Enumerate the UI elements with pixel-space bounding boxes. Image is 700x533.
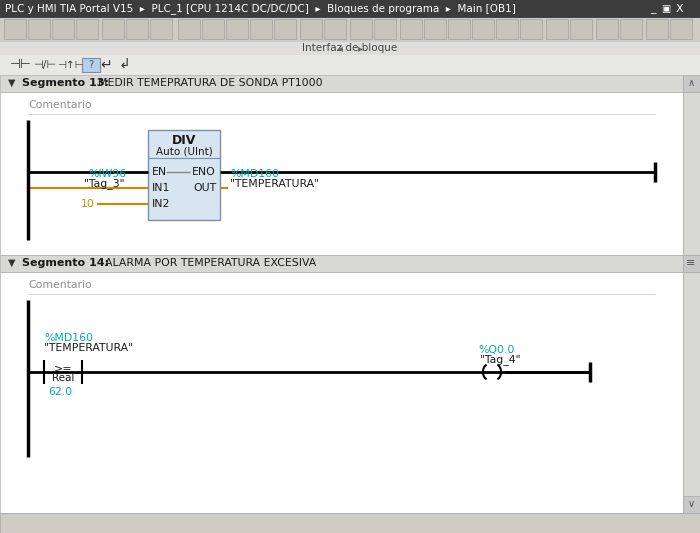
Text: ENO: ENO (193, 167, 216, 177)
Text: IN1: IN1 (152, 183, 170, 193)
Text: ?: ? (88, 60, 94, 70)
Bar (226, 19, 248, 39)
Bar (0, 18, 700, 42)
Bar (0, 55, 700, 75)
Bar (148, 130, 220, 220)
Bar (0, 92, 683, 255)
Text: ALARMA POR TEMPERATURA EXCESIVA: ALARMA POR TEMPERATURA EXCESIVA (105, 258, 316, 268)
Text: "TEMPERATURA": "TEMPERATURA" (230, 179, 319, 189)
Text: IN2: IN2 (152, 199, 170, 209)
Text: Real: Real (52, 373, 74, 383)
Text: OUT: OUT (193, 183, 216, 193)
Text: Comentario: Comentario (28, 280, 92, 290)
Text: "Tag_4": "Tag_4" (480, 354, 521, 366)
Bar (670, 19, 692, 39)
Bar (324, 19, 346, 39)
Bar (76, 19, 98, 39)
Text: ▼: ▼ (8, 78, 15, 88)
Text: ⊣↑⊢: ⊣↑⊢ (57, 60, 84, 70)
Bar (150, 19, 172, 39)
Bar (126, 19, 148, 39)
Bar (82, 58, 100, 72)
Text: Interfaz de bloque: Interfaz de bloque (302, 43, 398, 53)
Bar (350, 19, 372, 39)
Bar (28, 19, 50, 39)
Bar (496, 19, 518, 39)
Bar (683, 272, 700, 513)
Bar (683, 496, 700, 513)
Text: ↵: ↵ (100, 58, 112, 72)
Bar (520, 19, 542, 39)
Text: Segmento 13:: Segmento 13: (22, 78, 109, 88)
Bar (424, 19, 446, 39)
Bar (596, 19, 618, 39)
Text: ⊣⊢: ⊣⊢ (10, 59, 32, 71)
Bar (4, 19, 26, 39)
Text: "TEMPERATURA": "TEMPERATURA" (44, 343, 133, 353)
Bar (683, 255, 700, 272)
Bar (400, 19, 422, 39)
Text: ≡: ≡ (686, 258, 696, 268)
Text: MEDIR TEMEPRATURA DE SONDA PT1000: MEDIR TEMEPRATURA DE SONDA PT1000 (98, 78, 323, 88)
Bar (274, 19, 296, 39)
Bar (178, 19, 200, 39)
Text: Auto (UInt): Auto (UInt) (155, 146, 212, 156)
Text: %MD160: %MD160 (230, 169, 279, 179)
Bar (52, 19, 74, 39)
Text: EN: EN (152, 167, 167, 177)
Bar (546, 19, 568, 39)
Text: "Tag_3": "Tag_3" (84, 179, 125, 189)
Bar (0, 0, 700, 18)
Bar (0, 272, 683, 513)
Text: %Q0.0: %Q0.0 (478, 345, 514, 355)
Text: ⊣/⊢: ⊣/⊢ (33, 60, 56, 70)
Text: ∨: ∨ (687, 499, 694, 509)
Text: >=: >= (54, 363, 72, 373)
Text: ▸: ▸ (358, 43, 363, 53)
Bar (683, 92, 700, 255)
Bar (0, 42, 700, 55)
Bar (683, 75, 700, 92)
Text: %MD160: %MD160 (44, 333, 93, 343)
Bar (300, 19, 322, 39)
Bar (620, 19, 642, 39)
Text: %IW96: %IW96 (88, 169, 126, 179)
Bar (448, 19, 470, 39)
Text: X: X (676, 4, 682, 14)
Bar (0, 513, 700, 533)
Bar (0, 75, 683, 92)
Text: 62.0: 62.0 (48, 387, 72, 397)
Text: ∧: ∧ (687, 78, 694, 88)
Bar (202, 19, 224, 39)
Text: Comentario: Comentario (28, 100, 92, 110)
Text: DIV: DIV (172, 133, 196, 147)
Bar (374, 19, 396, 39)
Bar (570, 19, 592, 39)
Text: PLC y HMI TIA Portal V15  ▸  PLC_1 [CPU 1214C DC/DC/DC]  ▸  Bloques de programa : PLC y HMI TIA Portal V15 ▸ PLC_1 [CPU 12… (5, 4, 516, 14)
Text: ▣: ▣ (662, 4, 671, 14)
Bar (646, 19, 668, 39)
Text: ↲: ↲ (118, 58, 130, 72)
Text: 10: 10 (81, 199, 95, 209)
Text: ◂: ◂ (337, 43, 342, 53)
Text: Segmento 14:: Segmento 14: (22, 258, 109, 268)
Bar (0, 255, 683, 272)
Text: ▼: ▼ (8, 258, 15, 268)
Bar (472, 19, 494, 39)
Bar (102, 19, 124, 39)
Bar (250, 19, 272, 39)
Text: _: _ (650, 4, 656, 14)
